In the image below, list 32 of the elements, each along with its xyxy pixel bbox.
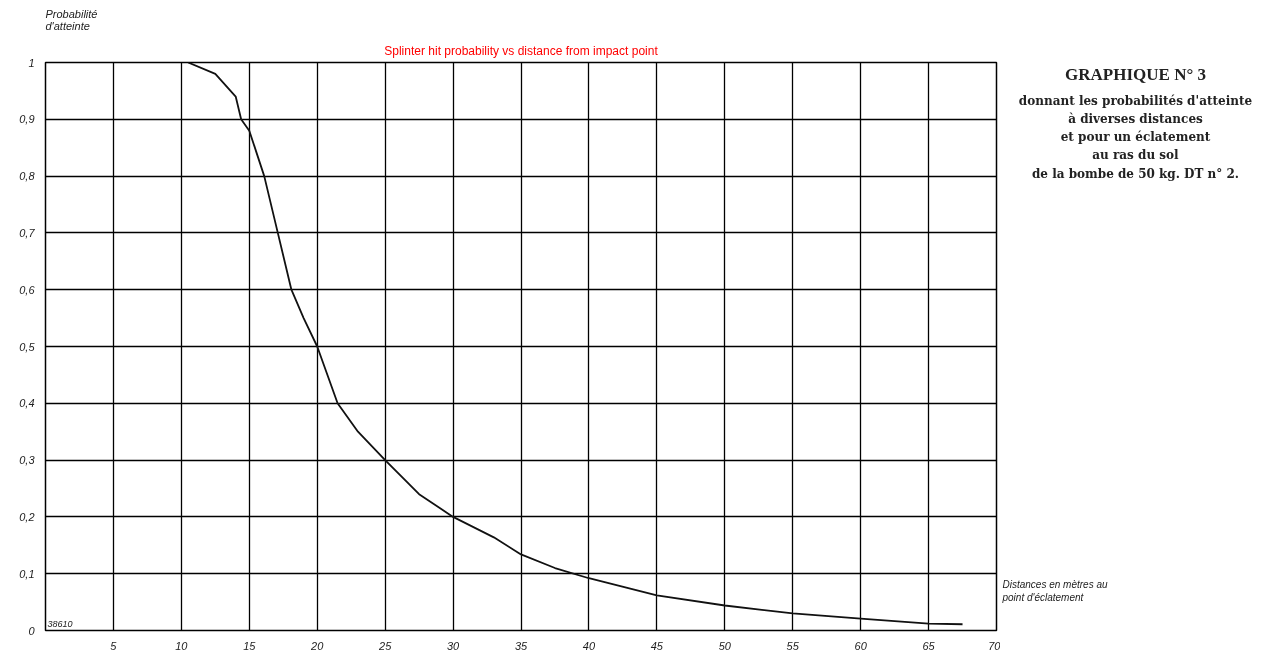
x-tick-label: 10 <box>175 639 189 652</box>
x-tick-label: 45 <box>650 639 664 652</box>
x-tick-label: 25 <box>378 639 393 652</box>
y-tick-label: 0,1 <box>19 567 35 580</box>
y-tick-label: 0 <box>28 624 36 637</box>
annotation: 38610 <box>47 618 73 629</box>
text: donnant les probabilités d'atteinte à diverses distances et pour un éclatement au ras du sol de la bombe de 50 kg. DT n° 2. <box>1018 93 1253 181</box>
x-tick-label: 55 <box>786 639 800 652</box>
x-tick-label: 30 <box>446 639 461 652</box>
x-tick-label: 40 <box>582 639 596 652</box>
text: GRAPHIQUE N° 3 <box>1065 65 1206 85</box>
y-tick-label: 0,4 <box>19 397 35 410</box>
y-tick-label: 0,8 <box>19 170 36 183</box>
x-tick-label: 15 <box>243 639 257 652</box>
x-axis-title: Distances en mètres au point d'éclatement <box>1001 578 1108 603</box>
x-tick-label: 60 <box>854 639 868 652</box>
y-axis-title: Probabilité d'atteinte <box>45 7 98 32</box>
y-tick-label: 0,9 <box>19 113 35 126</box>
y-tick-label: 0,5 <box>19 340 36 353</box>
y-tick-label: 0,2 <box>19 510 35 523</box>
x-tick-label: 5 <box>110 639 118 652</box>
line-series <box>187 62 964 626</box>
chart-title: Splinter hit probability vs distance from impact point <box>384 43 659 58</box>
x-tick-label: 70 <box>988 639 1002 652</box>
x-tick-label: 20 <box>310 639 325 652</box>
y-tick-label: 0,3 <box>19 454 36 467</box>
x-tick-label: 35 <box>514 639 528 652</box>
y-tick-label: 1 <box>28 56 35 69</box>
x-tick-label: 50 <box>718 639 732 652</box>
y-tick-label: 0,6 <box>19 283 36 296</box>
y-tick-label: 0,7 <box>19 226 36 239</box>
x-tick-label: 65 <box>922 639 936 652</box>
